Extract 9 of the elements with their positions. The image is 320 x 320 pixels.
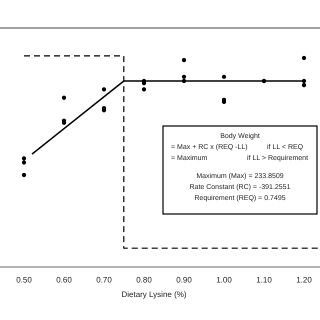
x-axis-title: Dietary Lysine (%): [121, 290, 187, 299]
x-tick-label: 1.10: [256, 276, 272, 285]
x-tick-label: 0.50: [16, 276, 32, 285]
x-tick-label: 1.20: [296, 276, 312, 285]
x-tick-label: 0.90: [176, 276, 192, 285]
x-tick-label: 0.60: [56, 276, 72, 285]
x-tick-label: 0.80: [136, 276, 152, 285]
x-tick-label: 1.00: [216, 276, 232, 285]
x-tick-label: 0.70: [96, 276, 112, 285]
